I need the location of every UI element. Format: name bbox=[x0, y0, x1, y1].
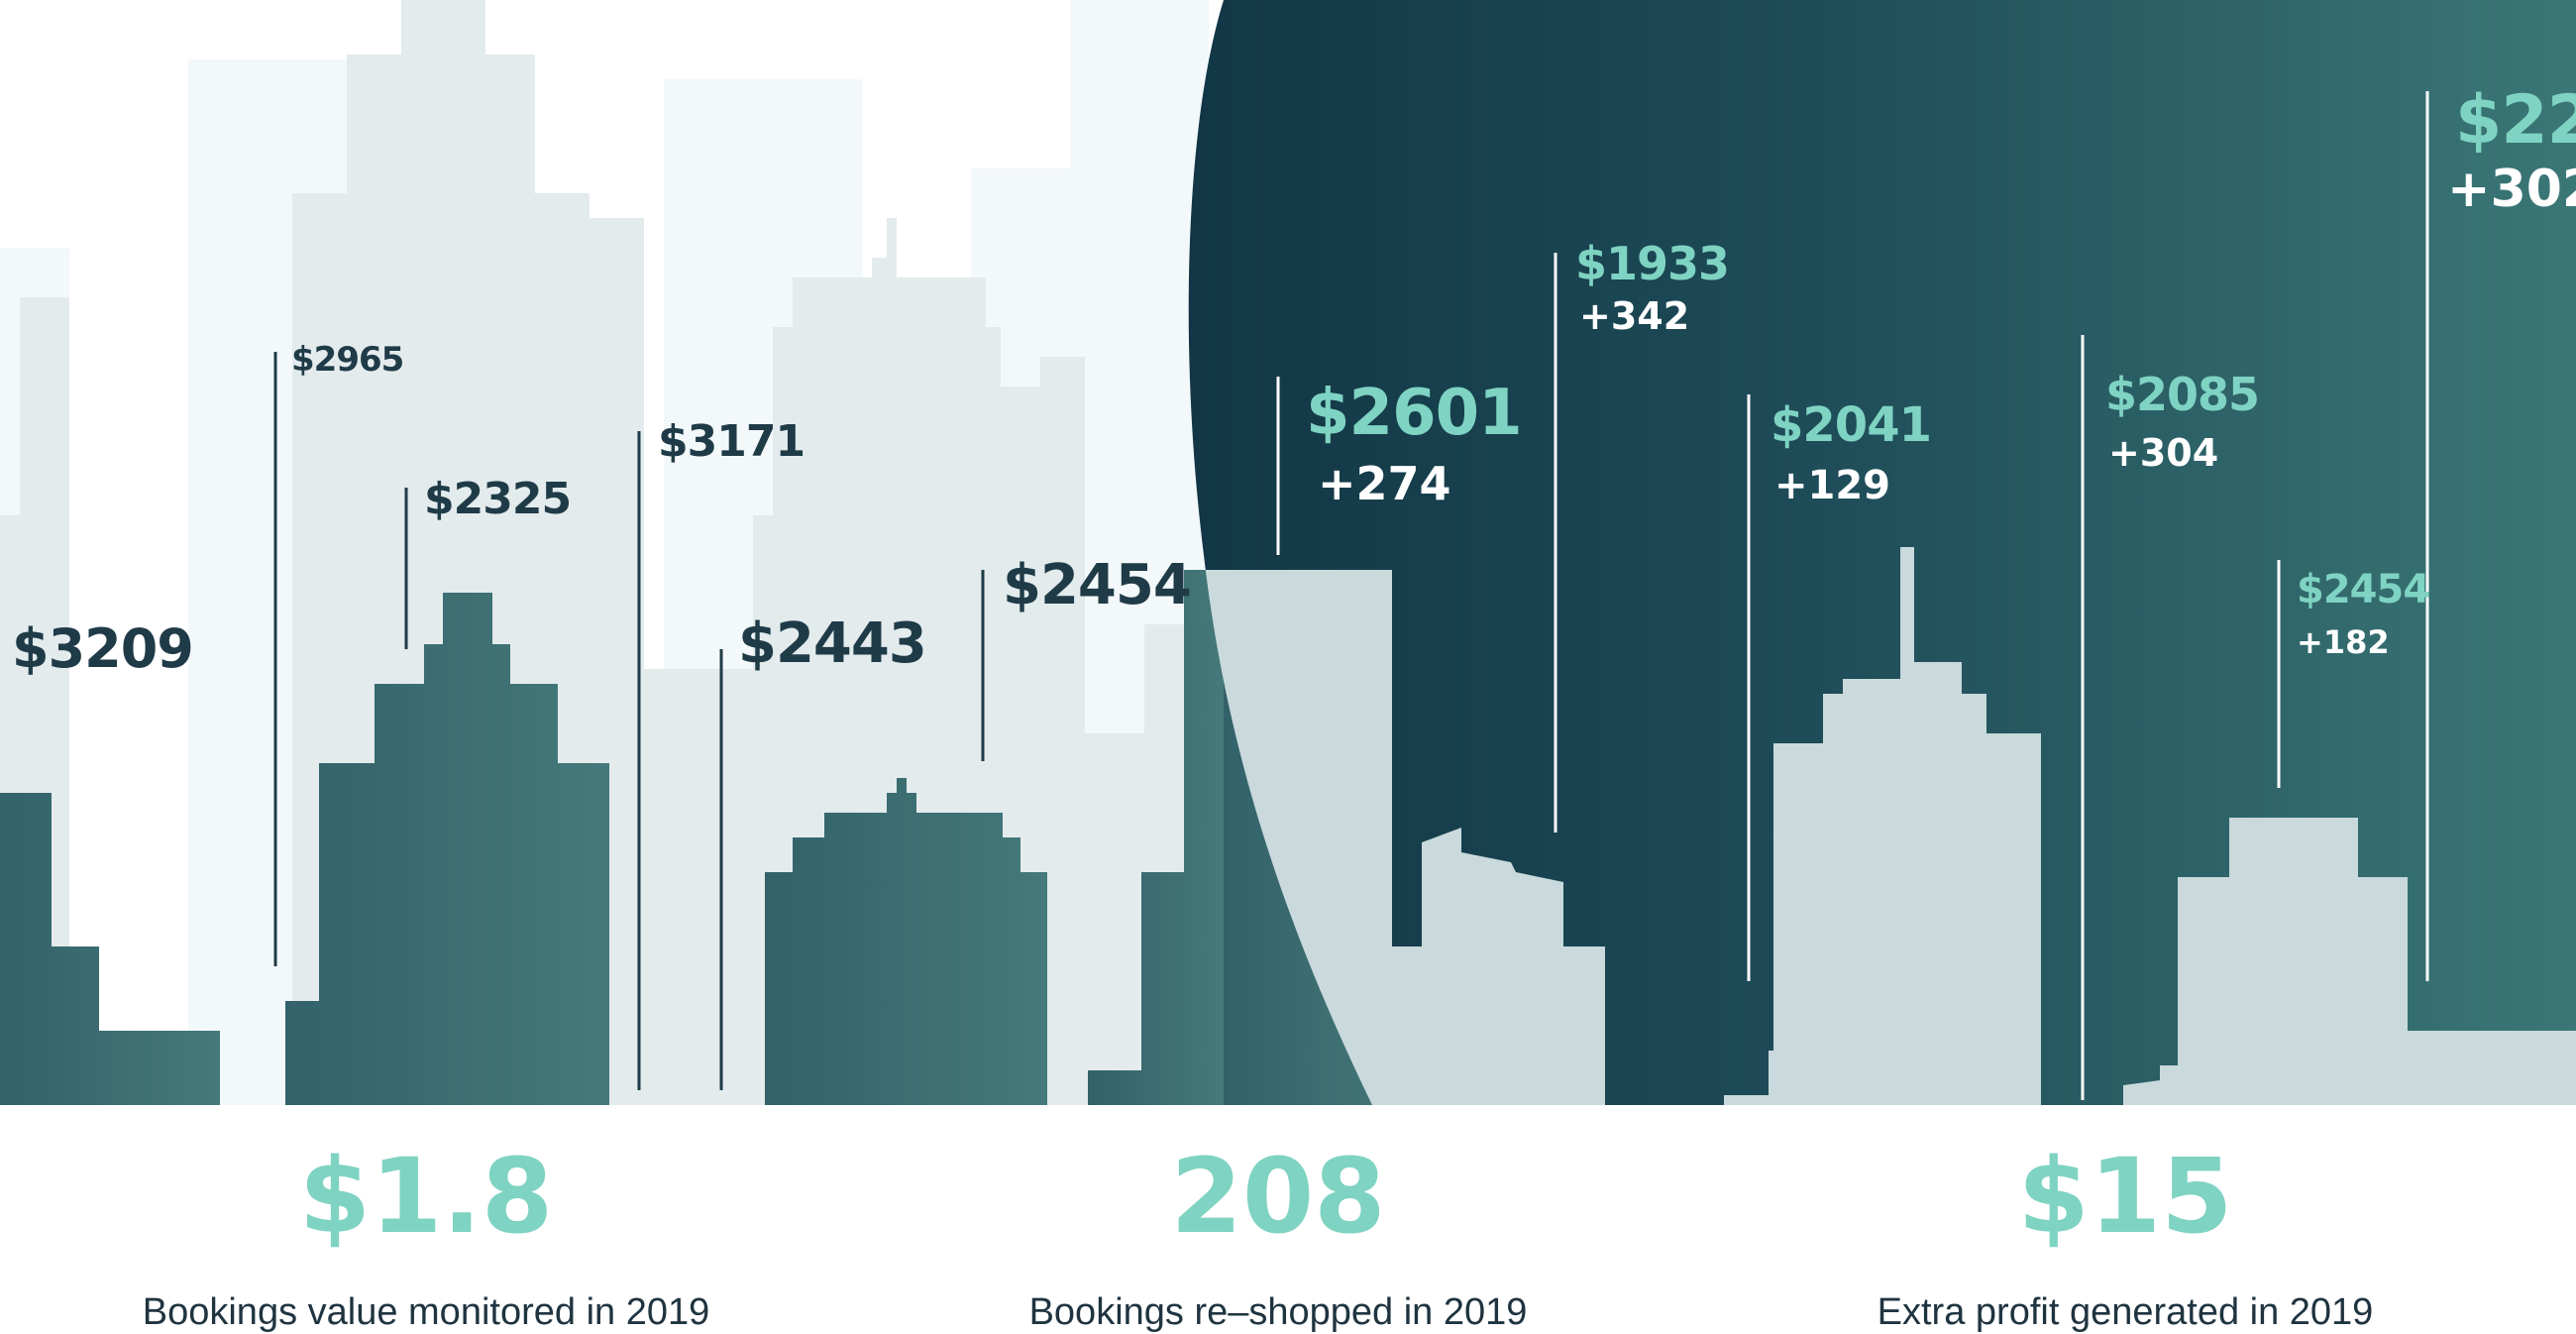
price-delta-label: +274 bbox=[1318, 457, 1451, 510]
price-label: $2325 bbox=[424, 474, 572, 524]
stat-value: 208 bbox=[1170, 1136, 1386, 1257]
price-label: $3209 bbox=[12, 617, 194, 680]
price-label: $2454 bbox=[2297, 567, 2430, 612]
price-label: $2041 bbox=[1771, 397, 1932, 453]
price-label: $2601 bbox=[1306, 377, 1523, 450]
leader-lines-white bbox=[1276, 91, 2429, 1100]
leader-lines-dark bbox=[273, 352, 985, 1090]
price-delta-label: +342 bbox=[1579, 294, 1690, 338]
price-label: $220 bbox=[2455, 81, 2576, 160]
stat-value: $15 bbox=[2017, 1136, 2233, 1257]
stat-bookings-reshopped: 208 Bookings re–shopped in 2019 bbox=[882, 1105, 1674, 1331]
stat-value: $1.8 bbox=[298, 1136, 554, 1257]
stat-label: Extra profit generated in 2019 bbox=[1877, 1291, 2374, 1333]
price-label: $2085 bbox=[2105, 368, 2260, 421]
stat-label: Bookings value monitored in 2019 bbox=[142, 1291, 710, 1333]
price-delta-label: +302 bbox=[2447, 160, 2576, 219]
skyline-artwork bbox=[0, 0, 2576, 1105]
stat-label: Bookings re–shopped in 2019 bbox=[1028, 1291, 1528, 1333]
price-label: $3171 bbox=[658, 416, 805, 467]
dark-panel bbox=[1188, 0, 2576, 1105]
stat-bookings-value: $1.8 Bookings value monitored in 2019 bbox=[30, 1105, 822, 1331]
price-label: $2454 bbox=[1003, 553, 1192, 617]
price-delta-label: +129 bbox=[1774, 463, 1891, 508]
price-delta-label: +182 bbox=[2297, 623, 2390, 661]
stat-extra-profit: $15 Extra profit generated in 2019 bbox=[1729, 1105, 2522, 1331]
price-label: $2965 bbox=[291, 340, 404, 380]
price-label: $1933 bbox=[1575, 237, 1730, 290]
price-delta-label: +304 bbox=[2108, 431, 2219, 475]
price-label: $2443 bbox=[738, 611, 927, 676]
city-skyline-illustration: $3209 $2965 $2325 $3171 $2443 $2454 $260… bbox=[0, 0, 2576, 1105]
stats-section: $1.8 Bookings value monitored in 2019 20… bbox=[0, 1105, 2576, 1334]
mid-skyline bbox=[0, 0, 1243, 1105]
